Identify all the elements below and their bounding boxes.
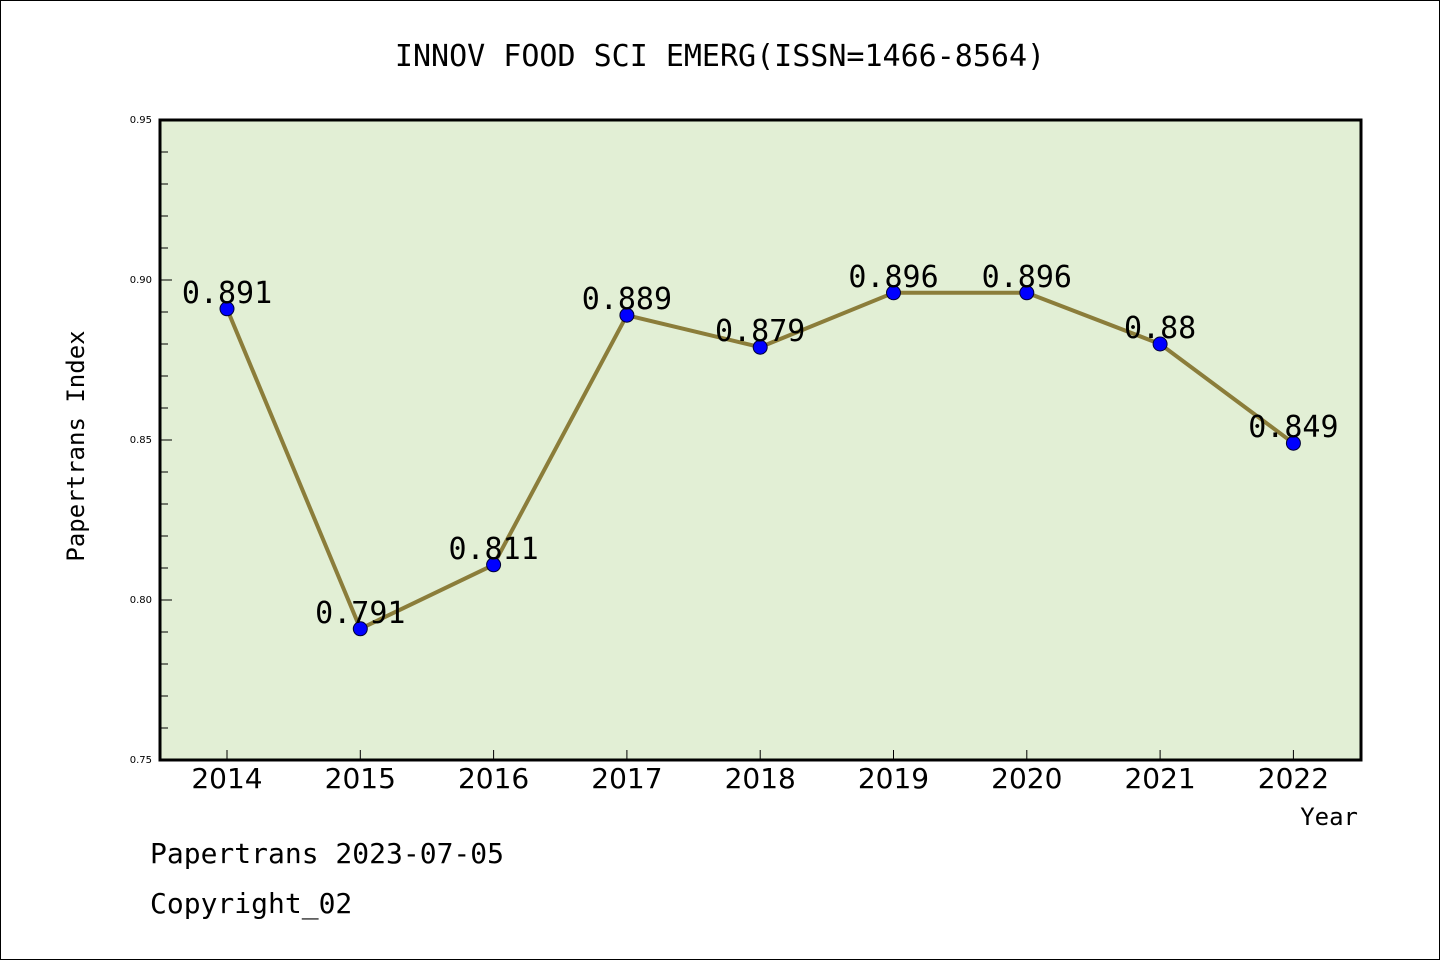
x-tick-label: 2017 <box>591 762 662 795</box>
x-tick-label: 2016 <box>458 762 529 795</box>
y-tick-label: 0.80 <box>130 595 152 606</box>
y-axis-label: Papertrans Index <box>62 330 90 561</box>
y-tick-label: 0.90 <box>130 275 152 286</box>
data-point <box>752 339 768 355</box>
y-axis: 0.75 0.80 0.85 0.90 0.95 <box>130 115 172 766</box>
data-point <box>1285 435 1301 451</box>
footer-copyright: Copyright_02 <box>150 887 352 921</box>
y-tick-label: 0.95 <box>130 115 152 126</box>
chart-title: INNOV FOOD SCI EMERG(ISSN=1466-8564) <box>395 39 1045 74</box>
data-point <box>886 285 901 301</box>
x-tick-label: 2014 <box>191 762 262 795</box>
data-labels: 0.891 0.791 0.811 0.889 0.879 0.896 0.896 0.88 0… <box>182 260 1339 631</box>
data-label: 0.891 <box>182 276 272 311</box>
data-point <box>486 557 502 573</box>
data-label: 0.896 <box>848 260 938 295</box>
data-points <box>219 285 1301 637</box>
data-point <box>1019 285 1035 301</box>
data-point <box>352 621 368 637</box>
y-tick-label: 0.75 <box>130 755 152 766</box>
data-label: 0.811 <box>448 532 538 567</box>
x-tick-label: 2020 <box>991 762 1062 795</box>
x-tick-label: 2018 <box>725 762 796 795</box>
x-tick-label: 2021 <box>1124 762 1195 795</box>
data-label: 0.889 <box>582 282 672 317</box>
plot-area <box>158 118 1363 762</box>
data-label: 0.791 <box>315 596 405 631</box>
data-point <box>619 307 635 323</box>
x-tick-label: 2015 <box>325 762 396 795</box>
data-label: 0.896 <box>982 260 1072 295</box>
y-tick-label: 0.85 <box>130 435 152 446</box>
data-point <box>1152 336 1168 352</box>
data-label: 0.849 <box>1248 410 1338 445</box>
x-tick-label: 2022 <box>1258 762 1329 795</box>
data-label: 0.879 <box>715 314 805 349</box>
x-axis: 2014 2015 2016 2017 2018 2019 2020 2021 2022 <box>191 750 1329 795</box>
x-tick-label: 2019 <box>858 762 929 795</box>
data-point <box>219 301 235 317</box>
x-axis-label: Year <box>1300 803 1358 831</box>
footer-date: Papertrans 2023-07-05 <box>150 837 504 870</box>
data-label: 0.88 <box>1124 311 1196 346</box>
